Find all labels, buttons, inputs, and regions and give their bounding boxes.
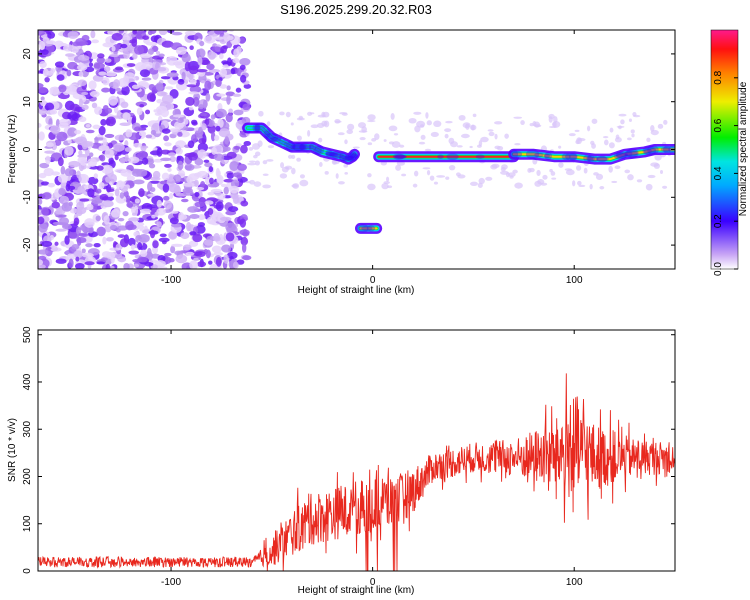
ridge-segment [355, 222, 383, 234]
y-tick-label: 200 [22, 468, 33, 485]
ridge-segment [508, 144, 675, 165]
x-tick: 0 [370, 30, 376, 286]
spectrogram-xlabel: Height of straight line (km) [298, 285, 415, 296]
y-tick: 500 [22, 326, 675, 343]
y-tick-label: 300 [22, 420, 33, 437]
chart-title: S196.2025.299.20.32.R03 [280, 2, 432, 17]
colorbar-tick-label: 0.0 [713, 262, 724, 276]
colorbar-tick: 0.0 [713, 262, 738, 276]
y-tick: 0 [22, 146, 675, 152]
x-tick-label: 0 [370, 275, 376, 286]
colorbar-label: Normalized spectral amplitude [738, 81, 749, 216]
x-tick-label: -100 [161, 577, 181, 588]
y-tick-label: 20 [22, 48, 33, 60]
colorbar-ticks: 0.0 0.2 0.4 0.6 0.8 [713, 70, 738, 276]
snr-panel: -100 0 100 0 100 200 300 400 500 Height of strai… [7, 326, 676, 596]
x-tick: -100 [161, 330, 181, 588]
colorbar-tick-label: 0.4 [713, 166, 724, 180]
y-tick-label: 500 [22, 326, 33, 343]
y-tick: 300 [22, 420, 675, 438]
y-tick-label: -10 [22, 190, 33, 205]
y-tick: 100 [22, 515, 675, 532]
x-tick: 100 [566, 330, 583, 588]
colorbar: 0.0 0.2 0.4 0.6 0.8 Normalized spectral ampl… [710, 29, 749, 276]
snr-ticks: -100 0 100 0 100 200 300 400 500 [22, 326, 675, 588]
snr-frame [37, 329, 676, 572]
x-tick-label: -100 [161, 275, 181, 286]
y-tick: 0 [22, 568, 675, 574]
x-tick: -100 [161, 30, 181, 286]
x-tick: 0 [370, 330, 376, 588]
x-tick-label: 100 [566, 577, 583, 588]
colorbar-tick-label: 0.2 [713, 214, 724, 228]
x-tick: 100 [566, 30, 583, 286]
colorbar-tick: 0.2 [713, 214, 738, 228]
colorbar-tick: 0.4 [713, 166, 738, 180]
spectrogram-area [38, 30, 675, 269]
y-tick-label: 0 [22, 568, 33, 574]
noise-speckle [38, 30, 672, 269]
y-tick: 10 [22, 96, 675, 108]
colorbar-tick: 0.8 [713, 70, 738, 85]
colorbar-tick: 0.6 [713, 118, 738, 133]
x-tick-label: 0 [370, 577, 376, 588]
snr-ylabel: SNR (10 * v/v) [7, 418, 18, 482]
ridge-segment [242, 122, 360, 165]
spectrogram-ylabel: Frequency (Hz) [7, 115, 18, 184]
snr-area [38, 373, 675, 571]
colorbar-tick-label: 0.8 [713, 70, 724, 84]
colorbar-gradient [711, 30, 738, 269]
y-tick-label: 100 [22, 515, 33, 532]
y-tick-label: 10 [22, 96, 33, 108]
snr-xlabel: Height of straight line (km) [298, 585, 415, 596]
y-tick-label: 400 [22, 373, 33, 390]
y-tick: 400 [22, 373, 675, 390]
colorbar-tick-label: 0.6 [713, 118, 724, 132]
y-tick: 20 [22, 48, 675, 60]
y-tick: -20 [22, 237, 675, 252]
snr-series-line [38, 373, 675, 571]
y-tick-label: 0 [22, 146, 33, 152]
y-tick: 200 [22, 468, 675, 485]
y-tick-label: -20 [22, 237, 33, 252]
ridge-segment [373, 151, 520, 163]
colorbar-frame [710, 29, 739, 270]
x-tick-label: 100 [566, 275, 583, 286]
y-tick: -10 [22, 190, 675, 205]
